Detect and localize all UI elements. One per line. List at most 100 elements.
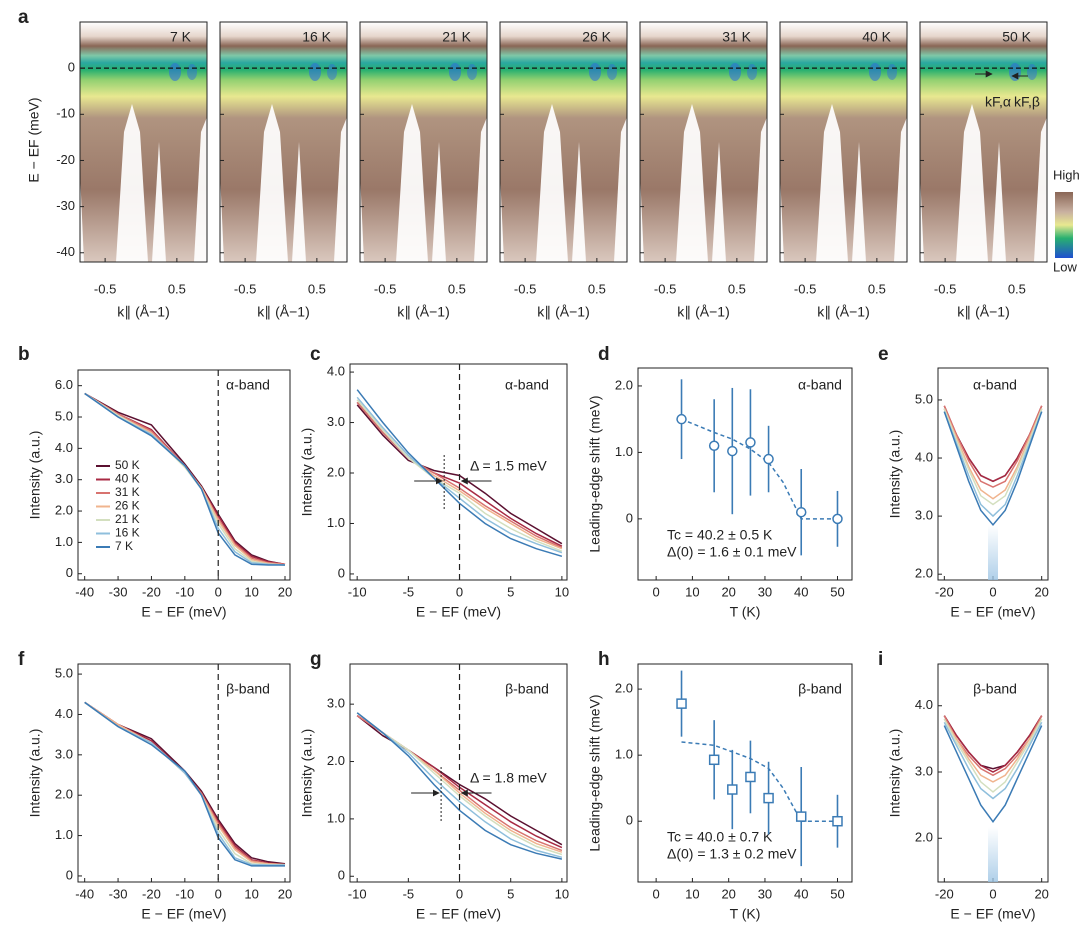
x-tick-label: -5 bbox=[403, 886, 415, 901]
x-tick-label: 40 bbox=[794, 886, 808, 901]
series-line bbox=[84, 701, 285, 867]
x-tick-label: 5 bbox=[507, 584, 514, 599]
arpes-gap bbox=[116, 104, 148, 262]
annotation: β-band bbox=[226, 681, 270, 697]
x-tick-label: -30 bbox=[109, 584, 128, 599]
x-axis-label: E − EF (meV) bbox=[416, 604, 501, 620]
data-point bbox=[795, 811, 807, 822]
x-tick-label: -10 bbox=[175, 886, 194, 901]
series-line bbox=[84, 392, 285, 566]
series-line bbox=[943, 411, 1043, 518]
annotation: α-band bbox=[226, 377, 270, 393]
y-tick-label: 3.0 bbox=[55, 746, 73, 761]
arpes-spot bbox=[729, 63, 741, 81]
annotation: α-band bbox=[505, 377, 549, 393]
y-tick-label: 5.0 bbox=[55, 408, 73, 423]
x-tick-label: -0.5 bbox=[94, 281, 116, 296]
gap-shade bbox=[988, 525, 998, 580]
y-tick-label: 3.0 bbox=[915, 508, 933, 523]
data-point bbox=[727, 784, 738, 795]
x-axis-label: T (K) bbox=[730, 906, 761, 922]
x-tick-label: 0.5 bbox=[1008, 281, 1026, 296]
y-tick-label: 3.0 bbox=[915, 763, 933, 778]
series-line bbox=[356, 389, 563, 558]
series-line bbox=[84, 701, 286, 866]
panel-letter: i bbox=[878, 649, 883, 670]
arpes-gap bbox=[474, 117, 487, 262]
arpes-gap bbox=[920, 172, 924, 262]
arpes-spot bbox=[449, 63, 461, 81]
x-tick-label: 0.5 bbox=[168, 281, 186, 296]
legend-label: 31 K bbox=[115, 485, 140, 499]
series-line bbox=[356, 712, 563, 860]
x-tick-label: 0.5 bbox=[308, 281, 326, 296]
x-tick-label: -0.5 bbox=[654, 281, 676, 296]
plot-frame bbox=[637, 663, 853, 883]
x-tick-label: 20 bbox=[1034, 886, 1048, 901]
annotation: β-band bbox=[973, 681, 1017, 697]
annotation: α-band bbox=[973, 377, 1017, 393]
x-tick-label: -20 bbox=[935, 886, 954, 901]
x-axis-label: k∥ (Å−1) bbox=[117, 304, 170, 320]
x-axis-label: k∥ (Å−1) bbox=[537, 304, 590, 320]
y-tick-label: 4.0 bbox=[55, 440, 73, 455]
x-tick-label: -20 bbox=[935, 584, 954, 599]
y-tick-label: 2.0 bbox=[327, 753, 345, 768]
y-tick-label: 2.0 bbox=[55, 787, 73, 802]
legend-label: 21 K bbox=[115, 512, 140, 526]
series-line bbox=[84, 701, 286, 865]
panel-letter: e bbox=[878, 344, 889, 365]
arpes-gap bbox=[640, 172, 644, 262]
data-point bbox=[763, 792, 774, 804]
data-point bbox=[727, 445, 738, 457]
fit-line bbox=[681, 741, 838, 822]
legend-label: 16 K bbox=[115, 526, 140, 540]
panel-frame bbox=[499, 21, 628, 263]
arpes-spot bbox=[187, 64, 197, 80]
arpes-spot bbox=[869, 63, 881, 81]
x-tick-label: 0 bbox=[215, 886, 222, 901]
data-point bbox=[745, 771, 756, 783]
x-tick-label: 50 bbox=[830, 886, 844, 901]
y-axis-label: Intensity (a.u.) bbox=[299, 729, 315, 818]
x-tick-label: 0 bbox=[456, 584, 463, 599]
y-tick-label: 0 bbox=[338, 565, 345, 580]
arpes-gap bbox=[256, 104, 288, 262]
y-tick-label: 0 bbox=[626, 813, 633, 828]
x-tick-label: 0 bbox=[989, 886, 996, 901]
y-tick-label: -40 bbox=[56, 244, 75, 259]
y-tick-label: -20 bbox=[56, 152, 75, 167]
y-tick-label: 6.0 bbox=[55, 377, 73, 392]
y-tick-label: 1.0 bbox=[55, 827, 73, 842]
annotation: kF,α bbox=[985, 94, 1011, 110]
x-tick-label: 0 bbox=[456, 886, 463, 901]
series-line bbox=[84, 701, 286, 866]
arpes-spot bbox=[589, 63, 601, 81]
x-tick-label: 10 bbox=[244, 584, 258, 599]
x-axis-label: E − EF (meV) bbox=[950, 906, 1035, 922]
x-axis-label: E − EF (meV) bbox=[141, 906, 226, 922]
colorbar-label: High bbox=[1053, 167, 1080, 182]
arpes-gap bbox=[396, 104, 428, 262]
arpes-spot bbox=[169, 63, 181, 81]
y-tick-label: 4.0 bbox=[915, 697, 933, 712]
x-tick-label: -10 bbox=[348, 584, 367, 599]
colorbar-label: Low bbox=[1053, 259, 1077, 274]
y-tick-label: 0 bbox=[626, 510, 633, 525]
arpes-gap bbox=[712, 142, 726, 262]
series-line bbox=[84, 701, 285, 866]
y-tick-label: 2.0 bbox=[327, 464, 345, 479]
x-tick-label: -40 bbox=[75, 886, 94, 901]
y-tick-label: 0 bbox=[68, 60, 75, 75]
y-tick-label: -30 bbox=[56, 198, 75, 213]
y-tick-label: 4.0 bbox=[327, 364, 345, 379]
y-tick-label: 0 bbox=[66, 565, 73, 580]
panel-frame bbox=[779, 21, 908, 263]
series-line bbox=[943, 408, 1043, 500]
plot-frame bbox=[637, 367, 853, 581]
arpes-spot bbox=[309, 63, 321, 81]
series-line bbox=[943, 411, 1043, 526]
x-tick-label: 0 bbox=[215, 584, 222, 599]
x-tick-label: 10 bbox=[555, 584, 569, 599]
x-tick-label: -0.5 bbox=[234, 281, 256, 296]
